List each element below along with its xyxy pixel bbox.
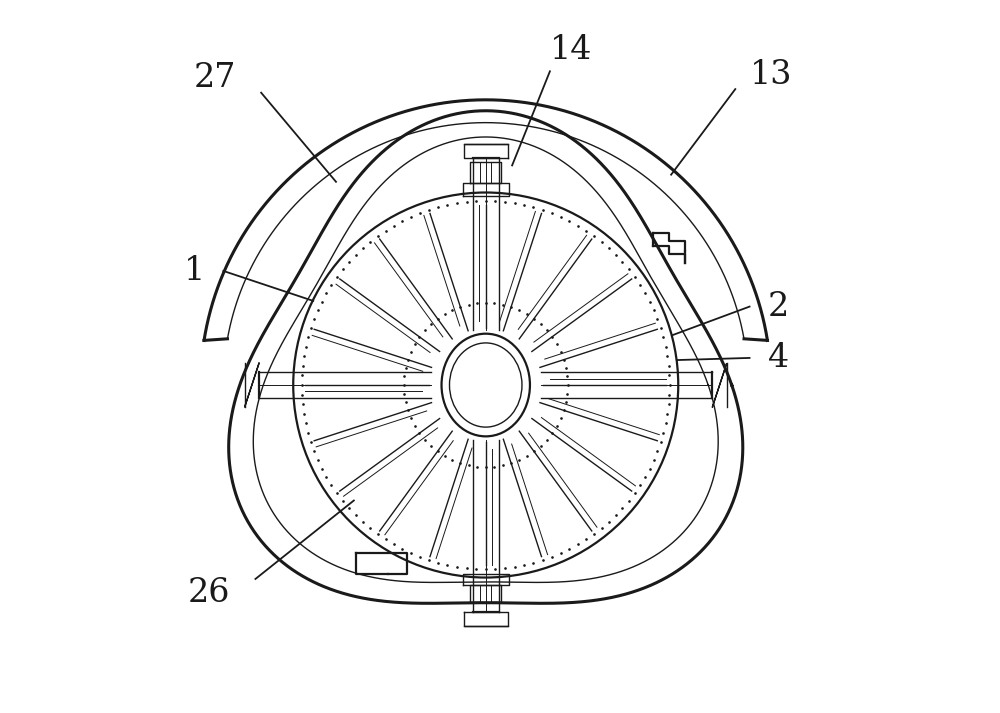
Text: 1: 1 (184, 255, 205, 287)
Text: 27: 27 (194, 63, 236, 94)
Text: 4: 4 (768, 342, 789, 374)
Text: 14: 14 (550, 34, 592, 66)
Text: 13: 13 (750, 59, 792, 91)
Text: 2: 2 (767, 291, 789, 322)
Text: 26: 26 (188, 578, 230, 609)
